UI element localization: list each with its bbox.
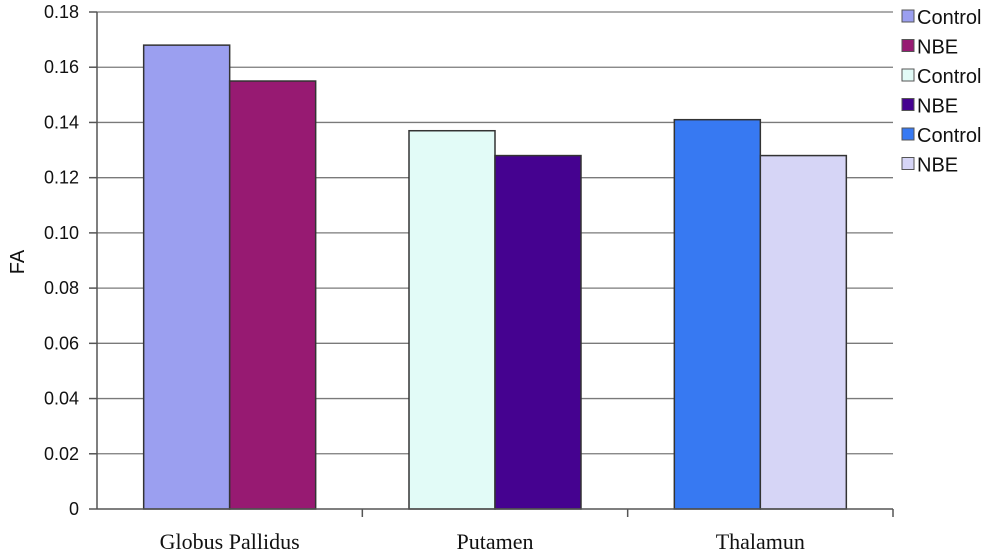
legend-swatch — [901, 39, 915, 52]
axes — [96, 12, 894, 517]
bar-control — [142, 44, 231, 510]
bar-nbe — [494, 154, 582, 510]
bar-nbe — [228, 80, 317, 510]
y-tick-label: 0.14 — [44, 112, 79, 132]
bar-nbe — [759, 154, 848, 510]
y-tick-label: 0.08 — [44, 278, 79, 298]
y-tick-label: 0.06 — [44, 333, 79, 353]
y-tick-label: 0.10 — [44, 223, 79, 243]
legend-label: Control — [917, 125, 981, 147]
y-axis-title: FA — [7, 249, 29, 274]
legend-label: NBE — [917, 96, 958, 118]
legend-swatch — [901, 127, 915, 141]
bar-control — [408, 129, 496, 510]
x-category-label: Putamen — [457, 529, 534, 554]
legend-swatch — [901, 157, 915, 170]
y-tick-label: 0.12 — [44, 168, 79, 188]
bar-control — [673, 118, 762, 510]
legend: Control NBE Control NBE Control NBE — [901, 7, 981, 177]
legend-label: NBE — [917, 155, 958, 177]
y-tick-label: 0.02 — [44, 444, 79, 464]
legend-label: Control — [917, 7, 981, 29]
legend-swatch — [901, 98, 915, 111]
y-tick-label: 0 — [69, 499, 79, 519]
y-tick-labels: 0 0.02 0.04 0.06 0.08 0.10 0.12 0.14 0.16 0.18 — [44, 2, 79, 519]
y-tick-label: 0.16 — [44, 57, 79, 77]
x-category-label: Globus Pallidus — [160, 529, 300, 554]
y-tick-label: 0.18 — [44, 2, 79, 22]
legend-label: Control — [917, 66, 981, 88]
legend-label: NBE — [917, 37, 958, 59]
legend-swatch — [901, 9, 915, 23]
legend-swatch — [901, 68, 915, 82]
x-category-label: Thalamun — [716, 529, 805, 554]
x-category-labels: Globus Pallidus Putamen Thalamun — [160, 529, 805, 554]
bars — [142, 44, 848, 510]
y-tick-label: 0.04 — [44, 389, 79, 409]
